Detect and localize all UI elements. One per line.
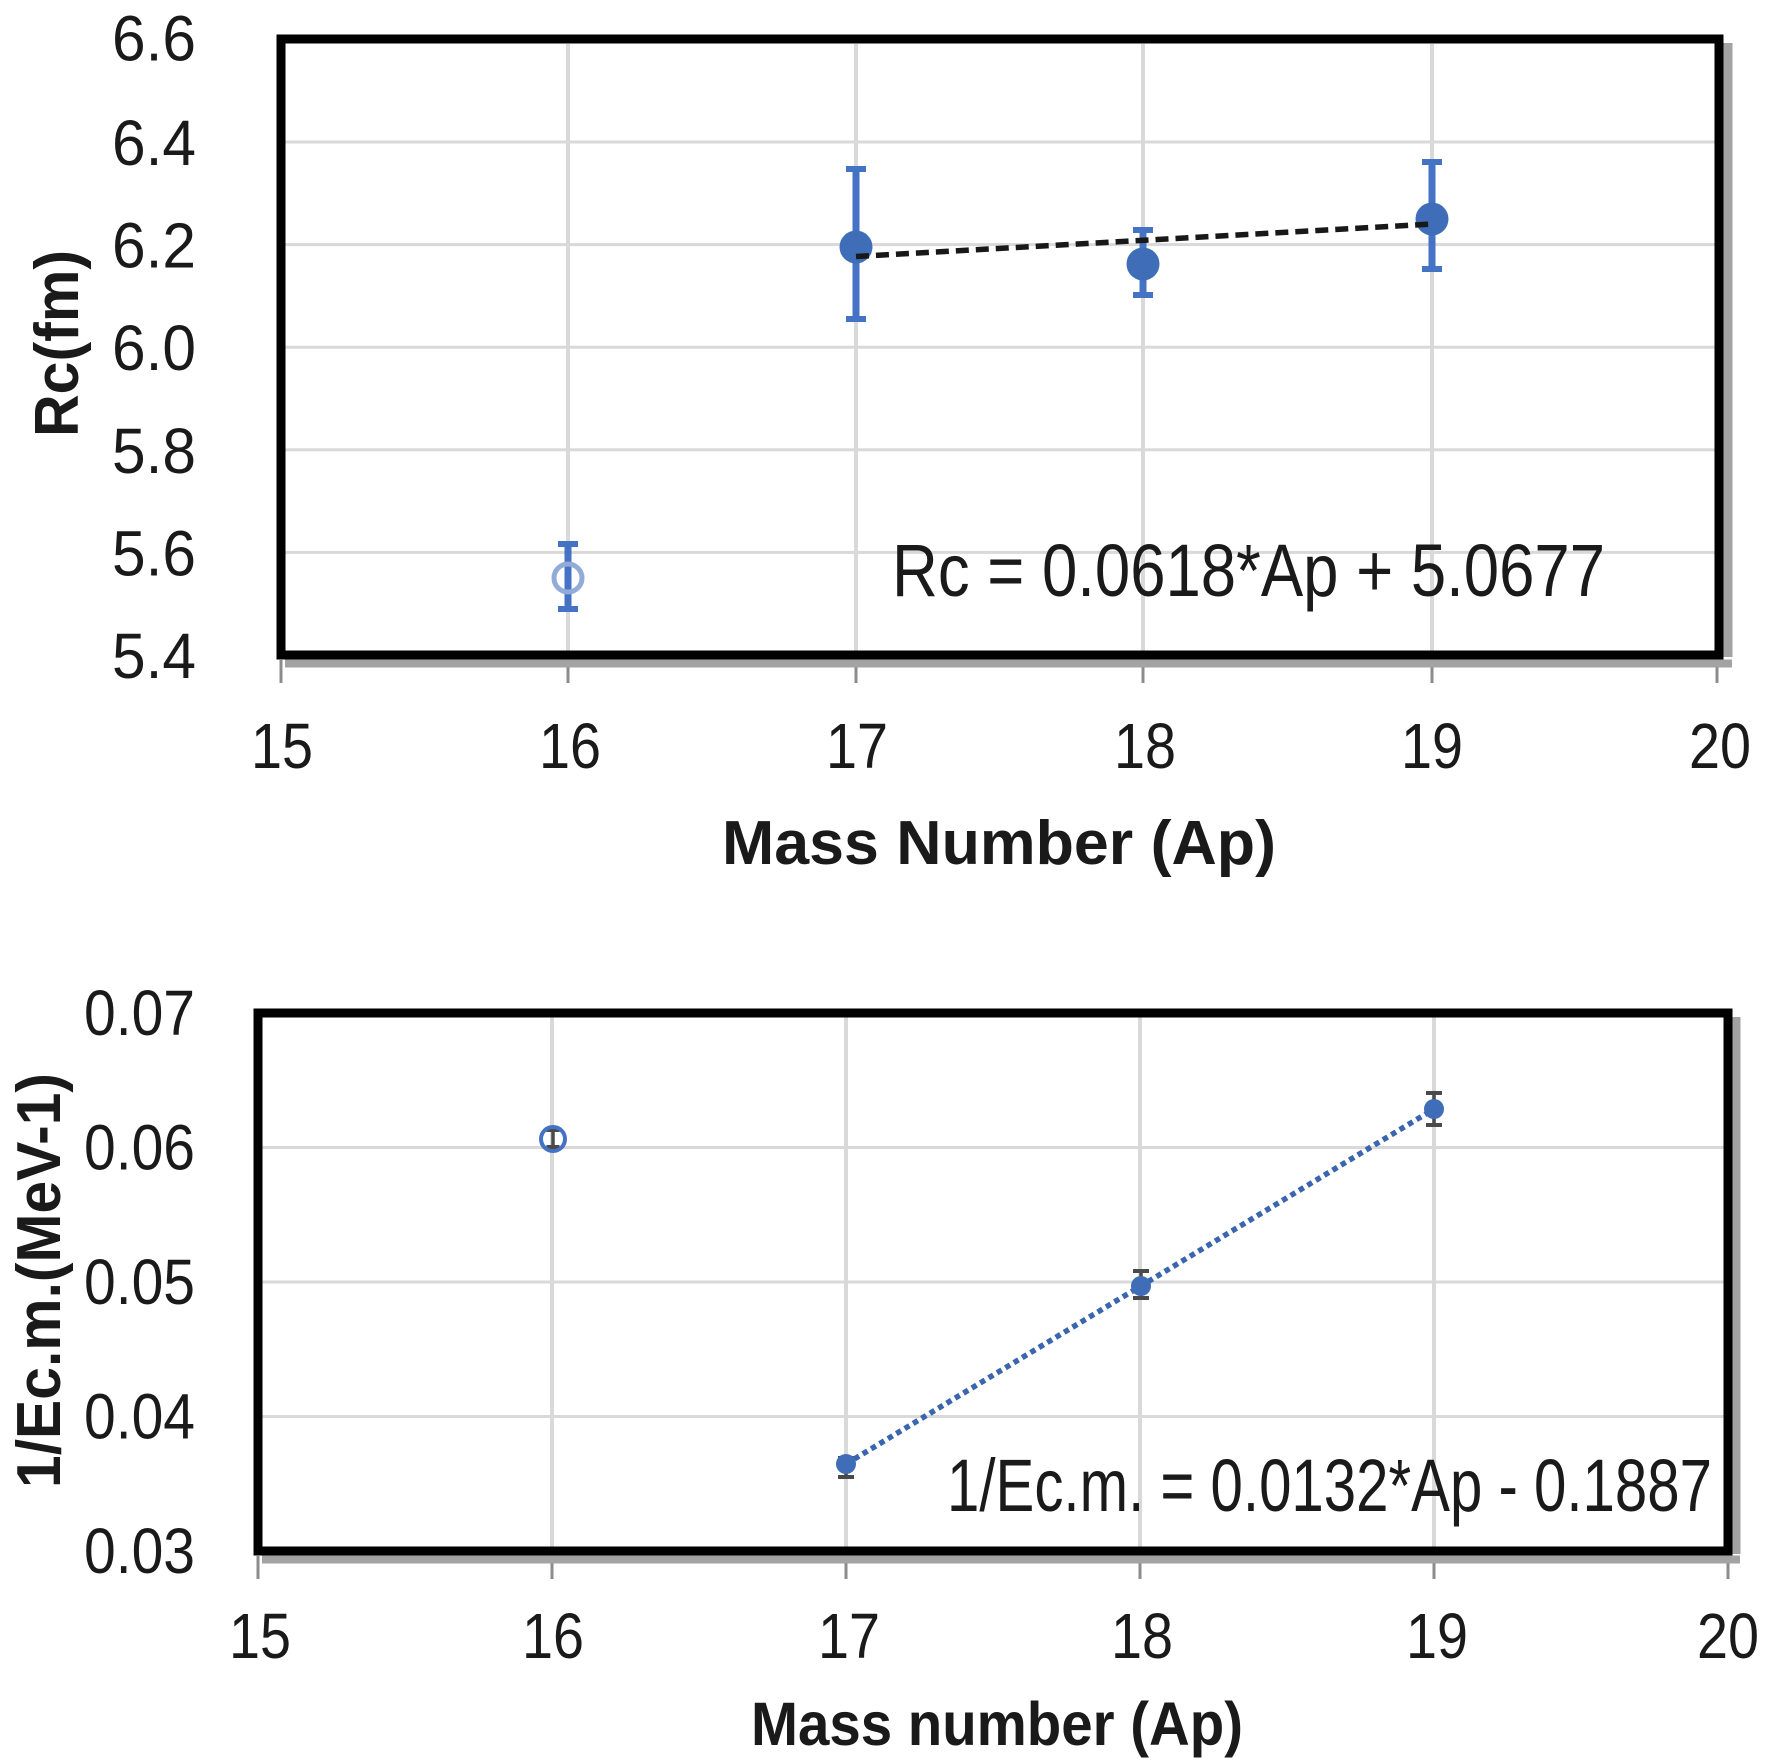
svg-text:0.04: 0.04 bbox=[84, 1381, 195, 1453]
svg-text:5.8: 5.8 bbox=[112, 415, 196, 487]
svg-text:0.06: 0.06 bbox=[84, 1112, 195, 1184]
svg-text:6.0: 6.0 bbox=[112, 312, 196, 384]
svg-text:Mass number (Ap): Mass number (Ap) bbox=[751, 1690, 1243, 1758]
svg-text:18: 18 bbox=[1114, 710, 1176, 782]
svg-text:6.6: 6.6 bbox=[112, 3, 196, 75]
svg-text:16: 16 bbox=[522, 1600, 584, 1672]
svg-text:20: 20 bbox=[1689, 710, 1751, 782]
svg-text:16: 16 bbox=[539, 710, 601, 782]
svg-text:17: 17 bbox=[826, 710, 888, 782]
svg-text:5.4: 5.4 bbox=[112, 620, 196, 692]
svg-text:0.05: 0.05 bbox=[84, 1246, 195, 1318]
svg-text:1/Ec.m.(MeV-1): 1/Ec.m.(MeV-1) bbox=[5, 1073, 74, 1488]
svg-text:0.03: 0.03 bbox=[84, 1515, 195, 1587]
svg-text:19: 19 bbox=[1401, 710, 1463, 782]
svg-text:17: 17 bbox=[818, 1600, 880, 1672]
svg-text:Rc(fm): Rc(fm) bbox=[23, 250, 92, 437]
svg-text:15: 15 bbox=[251, 710, 313, 782]
svg-text:18: 18 bbox=[1111, 1600, 1173, 1672]
svg-text:0.07: 0.07 bbox=[84, 977, 195, 1049]
svg-text:5.6: 5.6 bbox=[112, 517, 196, 589]
svg-text:Rc = 0.0618*Ap + 5.0677: Rc = 0.0618*Ap + 5.0677 bbox=[892, 529, 1605, 612]
svg-text:20: 20 bbox=[1697, 1600, 1759, 1672]
svg-text:19: 19 bbox=[1406, 1600, 1468, 1672]
svg-text:15: 15 bbox=[229, 1600, 291, 1672]
svg-text:Mass Number (Ap): Mass Number (Ap) bbox=[722, 809, 1276, 878]
svg-text:1/Ec.m. = 0.0132*Ap - 0.1887: 1/Ec.m. = 0.0132*Ap - 0.1887 bbox=[947, 1444, 1712, 1527]
svg-text:6.4: 6.4 bbox=[112, 107, 196, 179]
svg-text:6.2: 6.2 bbox=[112, 210, 196, 282]
